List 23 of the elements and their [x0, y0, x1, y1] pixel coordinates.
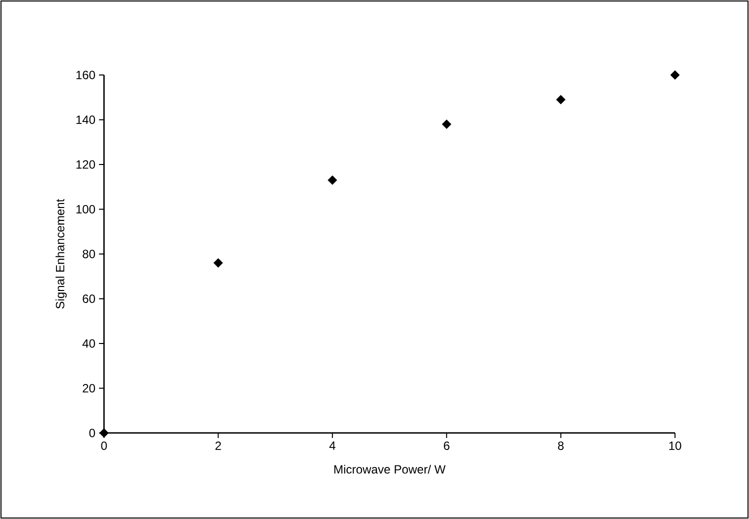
- y-tick-label: 120: [76, 160, 96, 169]
- point: [442, 120, 452, 129]
- point: [328, 175, 338, 185]
- x-tick-label: 2: [215, 442, 221, 450]
- point: [670, 70, 680, 80]
- x-tick-label: 8: [558, 442, 564, 450]
- y-tick-label: 60: [82, 294, 96, 303]
- point: [556, 94, 566, 104]
- y-tick-label: 20: [82, 384, 96, 392]
- x-tick-label: 6: [444, 442, 450, 450]
- y-tick-label: 40: [82, 339, 96, 348]
- y-axis-title: Signal Enhancement: [56, 198, 67, 309]
- point: [99, 428, 109, 438]
- x-tick-label: 10: [669, 442, 682, 450]
- y-tick-label: 140: [76, 116, 96, 124]
- y-tick-label: 160: [76, 70, 96, 80]
- y-tick-label: 0: [89, 428, 96, 438]
- x-axis-title: Microwave Power/ W: [334, 464, 446, 474]
- y-tick-label: 80: [82, 250, 96, 258]
- x-tick-label: 4: [329, 442, 336, 450]
- point: [214, 258, 223, 268]
- y-tick-label: 100: [76, 205, 96, 214]
- x-tick-label: 0: [101, 442, 107, 450]
